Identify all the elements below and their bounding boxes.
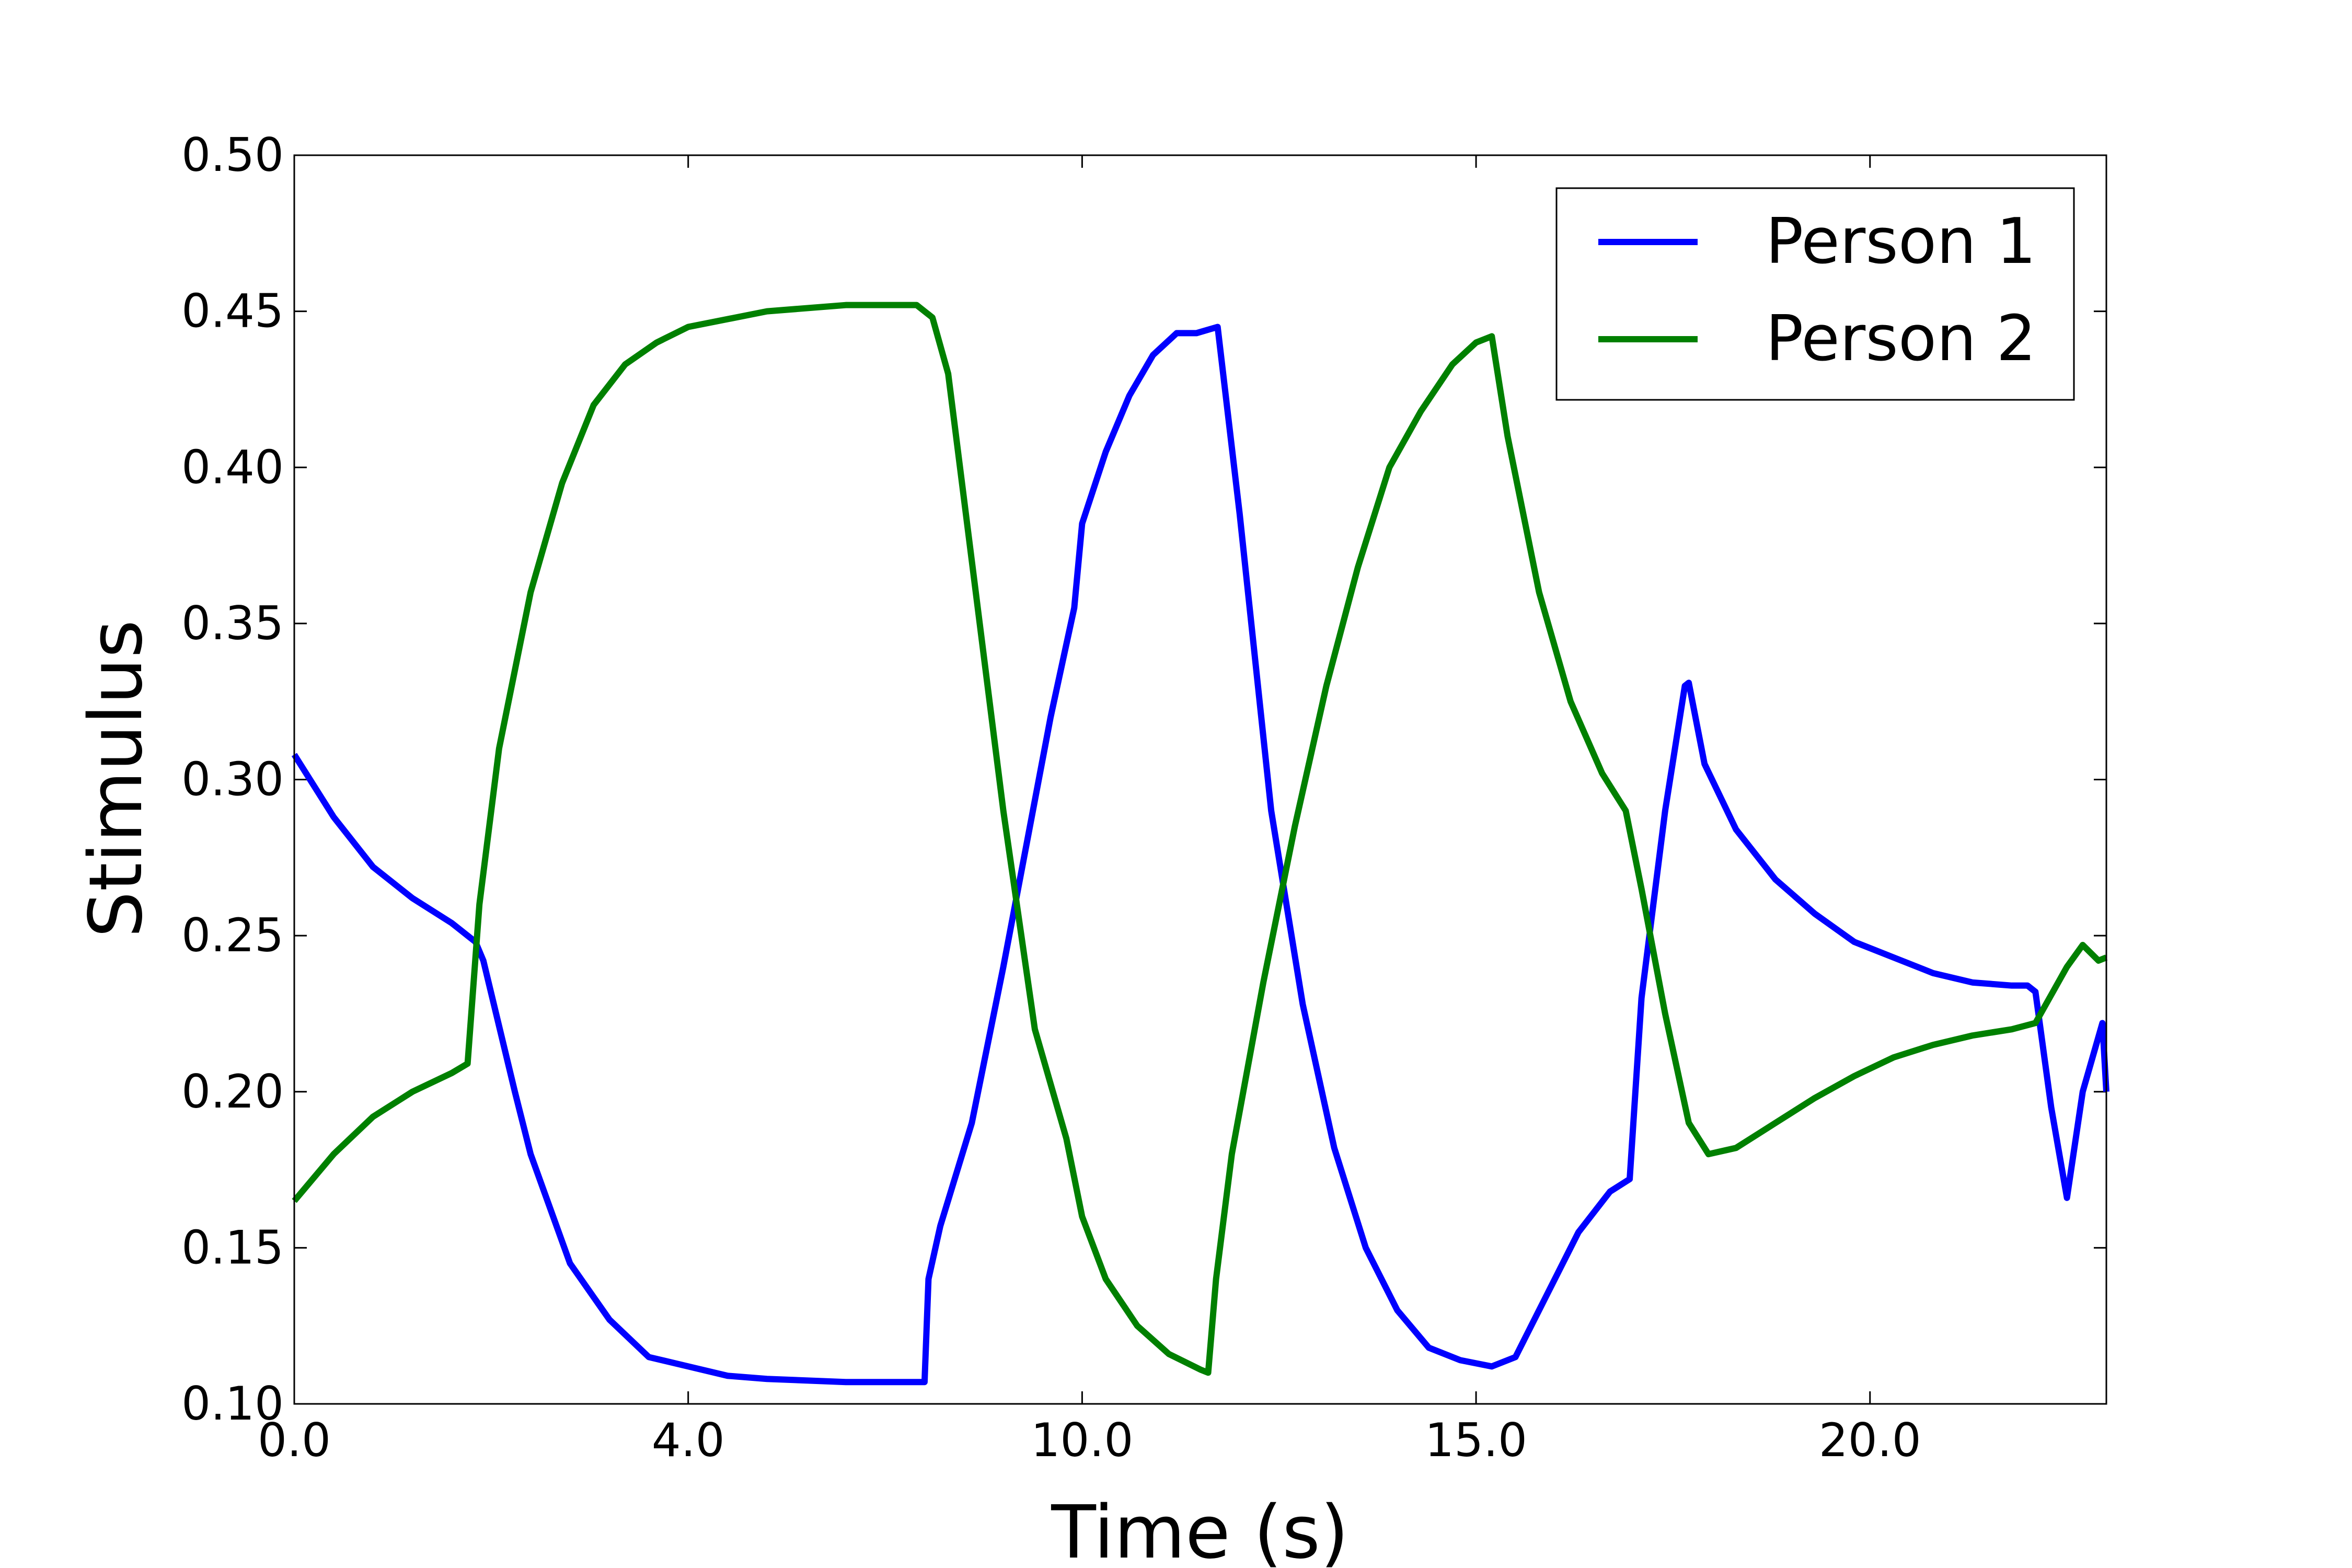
plot-frame <box>293 154 2107 1405</box>
y-tick-label: 0.35 <box>181 596 284 650</box>
y-tick-label: 0.20 <box>181 1065 284 1119</box>
y-tick-label: 0.30 <box>181 753 284 806</box>
y-tick-label: 0.50 <box>181 128 284 182</box>
x-tick-label: 10.0 <box>1031 1413 1133 1467</box>
y-tick-label: 0.15 <box>181 1220 284 1274</box>
y-tick-label: 0.10 <box>181 1377 284 1431</box>
y-tick-label: 0.45 <box>181 284 284 338</box>
x-tick-label: 4.0 <box>652 1413 725 1467</box>
x-tick-label: 20.0 <box>1819 1413 1921 1467</box>
x-tick-label: 0.0 <box>258 1413 331 1467</box>
line-series <box>291 324 2109 1386</box>
legend-label: Person 2 <box>1766 303 2036 375</box>
line-series <box>292 302 2108 1376</box>
x-tick-label: 15.0 <box>1425 1413 1527 1467</box>
x-axis-label: Time (s) <box>1051 1490 1348 1568</box>
legend-box <box>1555 187 2075 401</box>
legend-label: Person 1 <box>1766 205 2036 278</box>
y-tick-label: 0.25 <box>181 908 284 962</box>
y-tick-label: 0.40 <box>181 440 284 494</box>
y-axis-label: Stimulus <box>74 620 159 938</box>
